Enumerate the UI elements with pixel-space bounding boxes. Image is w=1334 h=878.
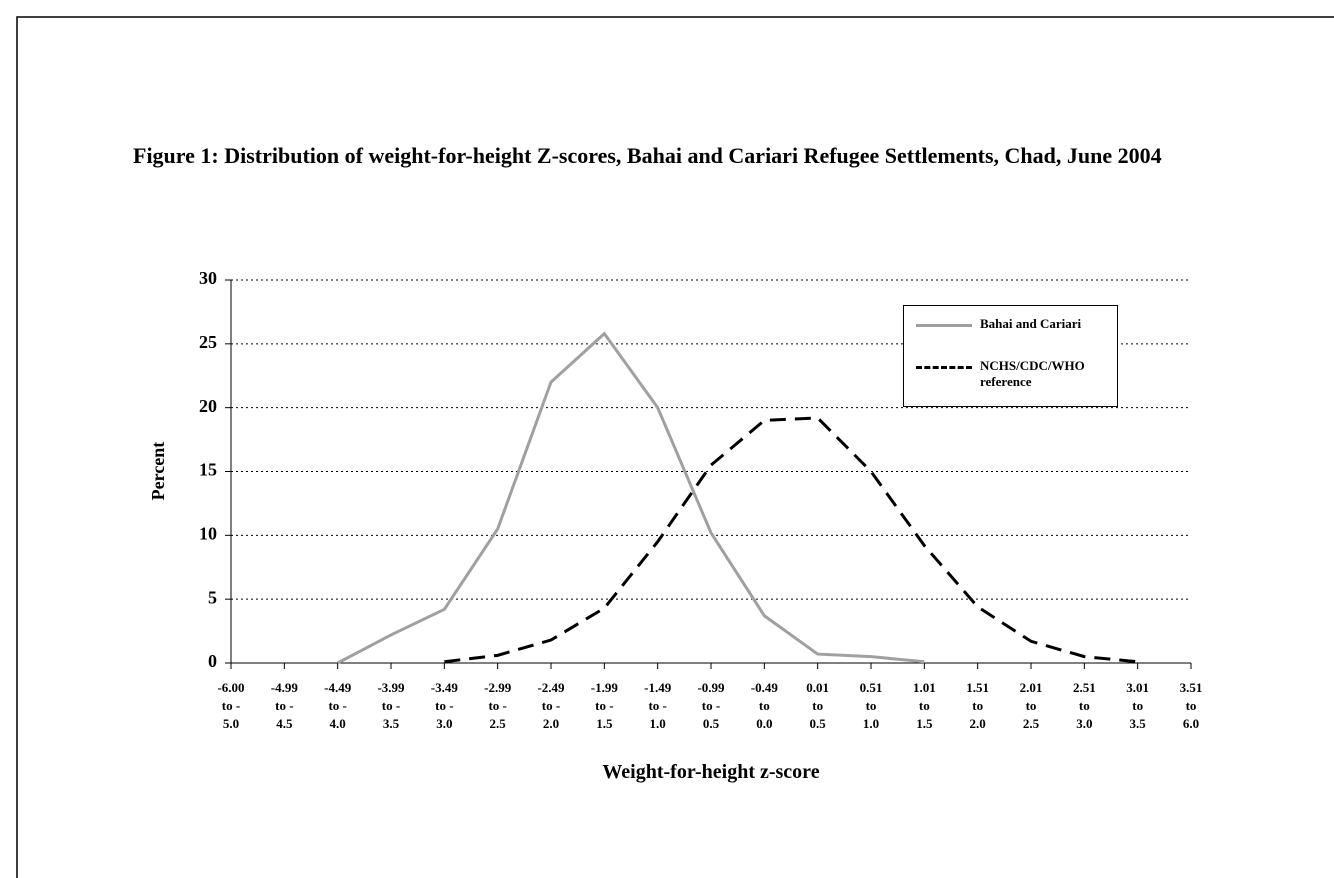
x-tick-label: 3.51 to 6.0 — [1180, 680, 1203, 731]
y-tick-label: 15 — [199, 460, 217, 480]
legend-label: NCHS/CDC/WHO reference — [980, 358, 1085, 389]
legend-swatch — [916, 324, 972, 327]
x-tick-label: 1.01 to 1.5 — [913, 680, 936, 731]
x-tick-label: -0.99 to -0.5 — [697, 680, 725, 731]
y-tick-label: 20 — [199, 396, 217, 416]
x-tick-label: -0.49 to 0.0 — [751, 680, 779, 731]
x-tick-label: 0.51 to 1.0 — [860, 680, 883, 731]
series-line — [444, 416, 1138, 664]
legend-label: Bahai and Cariari — [980, 316, 1082, 331]
x-tick-label: -3.49 to -3.0 — [431, 680, 459, 731]
x-tick-label: -2.99 to -2.5 — [484, 680, 512, 731]
legend-swatch — [916, 366, 972, 369]
x-tick-label: -1.49 to -1.0 — [644, 680, 672, 731]
y-axis-label: Percent — [148, 442, 168, 501]
y-tick-label: 30 — [199, 268, 217, 288]
chart-title: Figure 1: Distribution of weight-for-hei… — [133, 143, 1162, 168]
x-tick-label: -2.49 to -2.0 — [537, 680, 565, 731]
y-tick-label: 10 — [199, 523, 217, 543]
x-tick-label: 2.51 to 3.0 — [1073, 680, 1096, 731]
y-tick-label: 25 — [199, 332, 217, 352]
x-tick-label: -6.00 to -5.0 — [217, 680, 244, 731]
frame — [16, 16, 1334, 878]
y-tick-label: 5 — [208, 587, 217, 607]
x-tick-label: 3.01 to 3.5 — [1126, 680, 1149, 731]
x-axis-label: Weight-for-height z-score — [602, 761, 819, 783]
x-tick-label: -1.99 to -1.5 — [591, 680, 619, 731]
x-tick-label: -4.49 to -4.0 — [324, 680, 352, 731]
x-tick-label: -3.99 to -3.5 — [377, 680, 405, 731]
legend: Bahai and Cariari NCHS/CDC/WHO reference — [903, 305, 1118, 407]
x-tick-label: 2.01 to 2.5 — [1020, 680, 1043, 731]
x-tick-label: 0.01 to 0.5 — [806, 680, 829, 731]
series-line — [336, 331, 925, 665]
x-tick-label: -4.99 to -4.5 — [271, 680, 299, 731]
x-tick-label: 1.51 to 2.0 — [966, 680, 989, 731]
y-tick-label: 0 — [208, 651, 217, 671]
